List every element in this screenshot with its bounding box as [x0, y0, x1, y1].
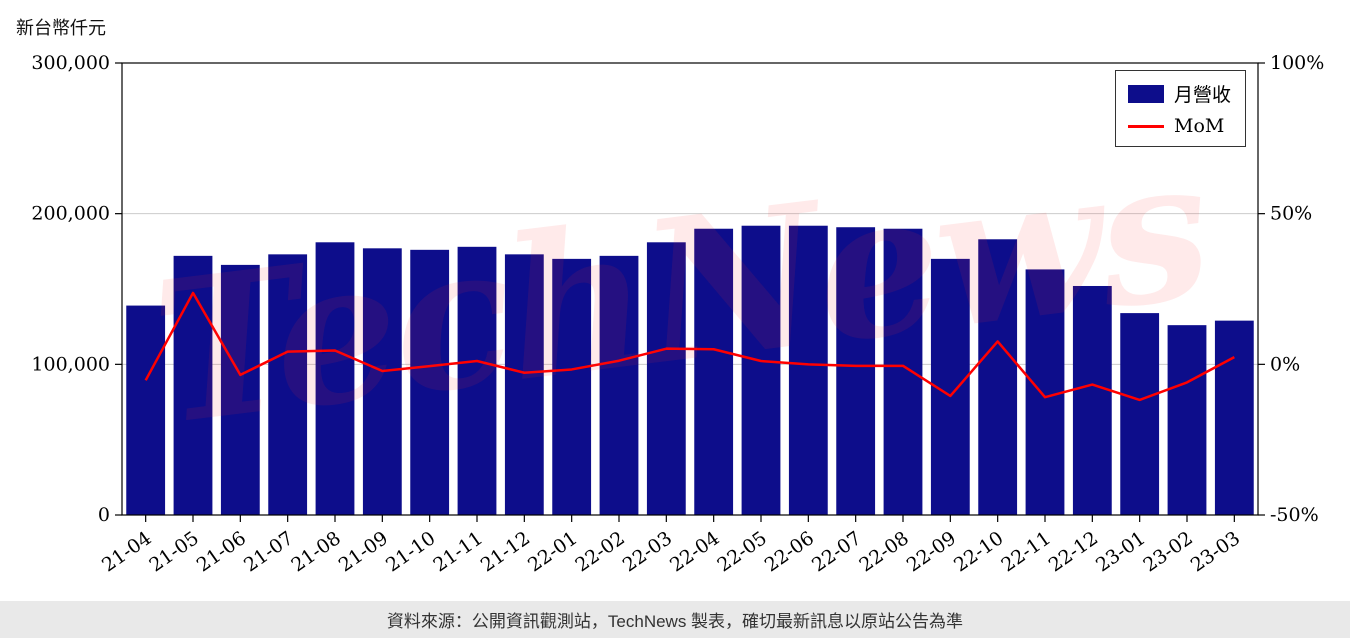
x-tick-label: 22-07 [808, 527, 865, 576]
revenue-bar [268, 254, 308, 515]
x-tick-label: 22-06 [761, 527, 818, 576]
revenue-bar [173, 255, 213, 515]
revenue-bar [978, 239, 1018, 515]
x-tick-label: 22-04 [666, 527, 723, 576]
x-tick-label: 22-08 [855, 527, 912, 576]
legend-line-mom [1127, 124, 1164, 128]
x-tick-label: 21-12 [477, 527, 534, 576]
y-left-tick-label: 200,000 [31, 203, 110, 225]
y-left-tick-label: 0 [98, 504, 110, 526]
revenue-bar [410, 249, 450, 515]
legend-item-revenue: 月營收 [1127, 80, 1231, 107]
revenue-bar [599, 255, 639, 515]
x-tick-label: 23-02 [1139, 527, 1196, 576]
y-right-tick-label: 100% [1270, 52, 1324, 74]
y-right-tick-label: -50% [1270, 504, 1319, 526]
revenue-bar [552, 258, 592, 515]
revenue-bar [1072, 285, 1112, 515]
x-tick-label: 22-12 [1045, 527, 1102, 576]
revenue-bar [1214, 320, 1254, 515]
y-right-tick-label: 50% [1270, 203, 1312, 225]
legend-label-mom: MoM [1173, 115, 1225, 137]
revenue-bar [457, 246, 497, 515]
x-tick-label: 21-08 [287, 527, 344, 576]
x-tick-label: 21-06 [193, 527, 250, 576]
revenue-bar [836, 227, 876, 515]
x-tick-label: 22-02 [571, 527, 628, 576]
x-tick-label: 22-03 [619, 527, 676, 576]
x-tick-label: 21-04 [98, 527, 155, 576]
revenue-bar [788, 225, 828, 515]
x-tick-label: 22-09 [903, 527, 960, 576]
legend-swatch-revenue [1127, 84, 1164, 103]
x-tick-label: 21-05 [145, 527, 202, 576]
x-tick-label: 22-01 [524, 527, 581, 576]
x-tick-label: 21-11 [429, 527, 486, 576]
x-tick-label: 22-05 [713, 527, 770, 576]
revenue-bar [1167, 325, 1207, 515]
revenue-bar [741, 225, 781, 515]
revenue-bar [362, 248, 402, 515]
revenue-bar [694, 228, 734, 515]
revenue-bar [883, 228, 923, 515]
y-left-tick-label: 300,000 [31, 52, 110, 74]
x-tick-label: 21-09 [335, 527, 392, 576]
y-left-tick-label: 100,000 [31, 353, 110, 375]
revenue-bar [1120, 313, 1160, 515]
revenue-bar [504, 254, 544, 515]
legend-label-revenue: 月營收 [1173, 84, 1231, 106]
y-right-tick-label: 0% [1270, 353, 1300, 375]
plot-border [121, 62, 1259, 516]
revenue-bar [126, 305, 166, 515]
x-tick-label: 21-07 [240, 527, 297, 576]
revenue-bar [1025, 269, 1065, 515]
y-axis-unit-label: 新台幣仟元 [16, 18, 106, 38]
chart-legend: 月營收 MoM [1114, 70, 1246, 147]
x-tick-label: 23-03 [1187, 527, 1244, 576]
x-tick-label: 22-11 [997, 527, 1054, 576]
x-tick-label: 21-10 [382, 527, 439, 576]
revenue-bar [315, 242, 355, 515]
revenue-bar [646, 242, 686, 515]
x-tick-label: 23-01 [1092, 527, 1149, 576]
x-tick-label: 22-10 [950, 527, 1007, 576]
mom-line [144, 291, 1235, 402]
source-footer: 資料來源：公開資訊觀測站，TechNews 製表，確切最新訊息以原站公告為準 [0, 601, 1350, 638]
revenue-bar [220, 264, 260, 515]
legend-item-mom: MoM [1127, 115, 1231, 137]
